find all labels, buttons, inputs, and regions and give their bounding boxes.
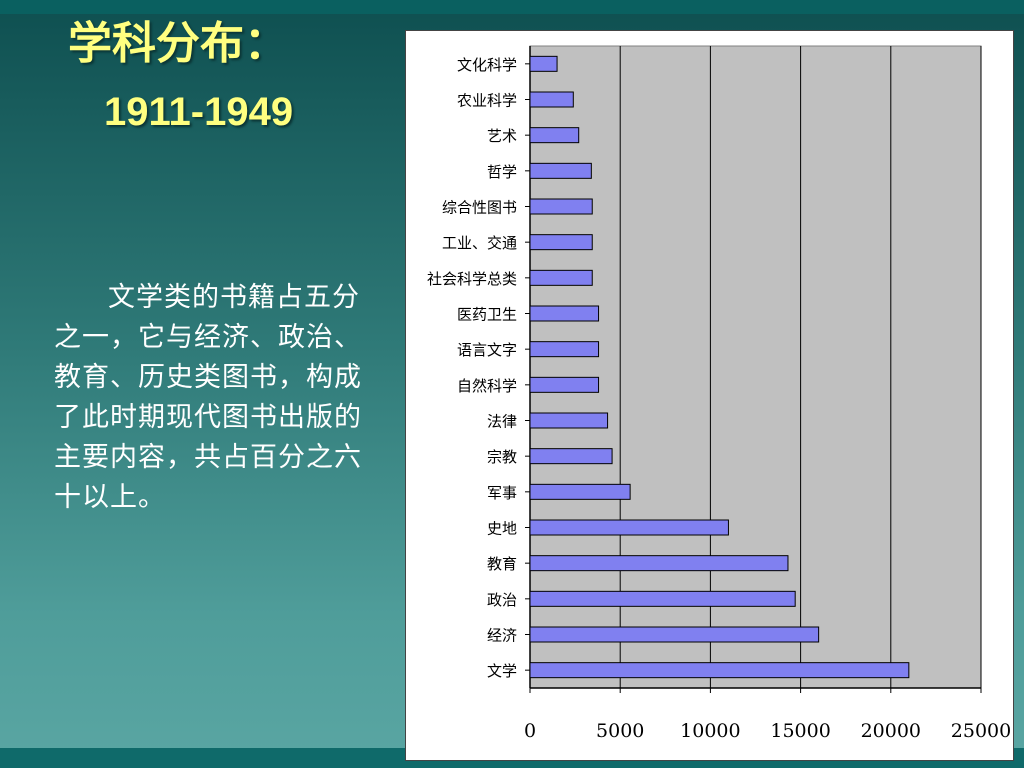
category-label: 艺术: [487, 127, 517, 145]
category-label: 教育: [487, 555, 517, 573]
x-tick-label: 15000: [770, 720, 830, 742]
category-label: 文学: [487, 662, 517, 680]
category-label: 综合性图书: [442, 199, 517, 217]
category-label: 政治: [487, 591, 517, 609]
bar: [529, 626, 820, 643]
x-tick-label: 5000: [596, 720, 644, 742]
category-label: 史地: [487, 520, 517, 538]
category-label: 农业科学: [457, 92, 517, 110]
slide-subtitle: 1911-1949: [104, 90, 294, 134]
bar: [529, 341, 600, 358]
bar: [529, 555, 789, 572]
category-label: 经济: [487, 627, 517, 645]
category-label: 文化科学: [457, 56, 517, 74]
category-label: 宗教: [487, 448, 517, 466]
bar: [529, 483, 631, 500]
category-label: 法律: [487, 413, 517, 431]
category-label: 军事: [487, 484, 517, 502]
x-tick-label: 25000: [951, 720, 1011, 742]
chart-panel: 0 5000 10000 15000 20000 25000 文化科学农业科学艺术哲学综合性…: [405, 30, 1014, 761]
top-band: [0, 0, 1024, 14]
bar-chart: 0 5000 10000 15000 20000 25000 文化科学农业科学艺术哲学综合性…: [427, 45, 1011, 742]
bar: [529, 198, 593, 215]
category-label: 医药卫生: [457, 306, 517, 324]
category-label: 语言文字: [457, 341, 517, 359]
x-tick-label: 0: [524, 720, 536, 742]
bar: [529, 448, 613, 465]
bar: [529, 269, 593, 286]
x-tick-label: 10000: [680, 720, 740, 742]
bar: [529, 519, 729, 536]
bar: [529, 55, 558, 72]
category-label: 社会科学总类: [427, 270, 517, 288]
bar: [529, 412, 609, 429]
bar: [529, 234, 593, 251]
bar: [529, 162, 592, 179]
bar: [529, 590, 796, 607]
bar: [529, 305, 600, 322]
category-label: 工业、交通: [442, 234, 517, 252]
category-label: 哲学: [487, 163, 517, 181]
category-label: 自然科学: [457, 377, 517, 395]
x-tick-label: 20000: [861, 720, 921, 742]
slide-body-text: 文学类的书籍占五分之一，它与经济、政治、教育、历史类图书，构成了此时期现代图书出…: [54, 282, 362, 513]
slide-title: 学科分布：: [68, 18, 288, 69]
bar: [529, 127, 580, 144]
bar: [529, 662, 910, 679]
bar: [529, 376, 600, 393]
bar: [529, 91, 574, 108]
